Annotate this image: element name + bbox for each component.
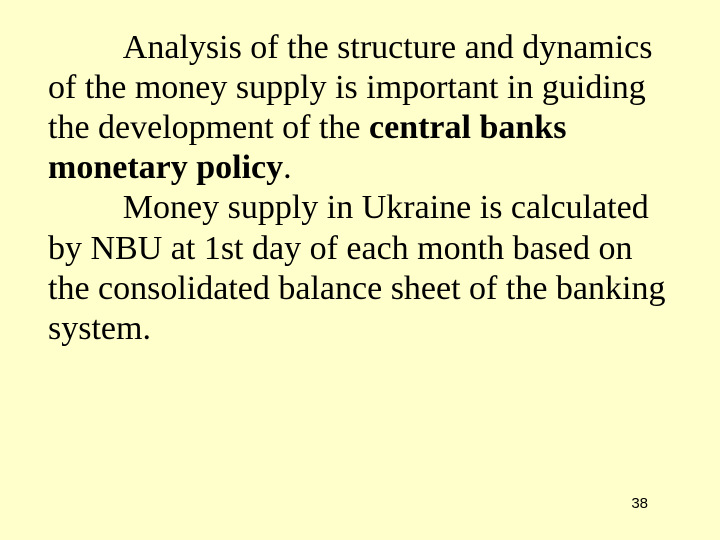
p1-text-2: . <box>283 149 292 186</box>
slide: Analysis of the structure and dynamics o… <box>0 0 720 540</box>
paragraph-1: Analysis of the structure and dynamics o… <box>48 28 672 188</box>
page-number: 38 <box>631 495 648 512</box>
p2-text-1: Money supply in Ukraine is calculated by… <box>48 189 665 346</box>
paragraph-2: Money supply in Ukraine is calculated by… <box>48 188 672 348</box>
slide-body: Analysis of the structure and dynamics o… <box>48 28 672 349</box>
